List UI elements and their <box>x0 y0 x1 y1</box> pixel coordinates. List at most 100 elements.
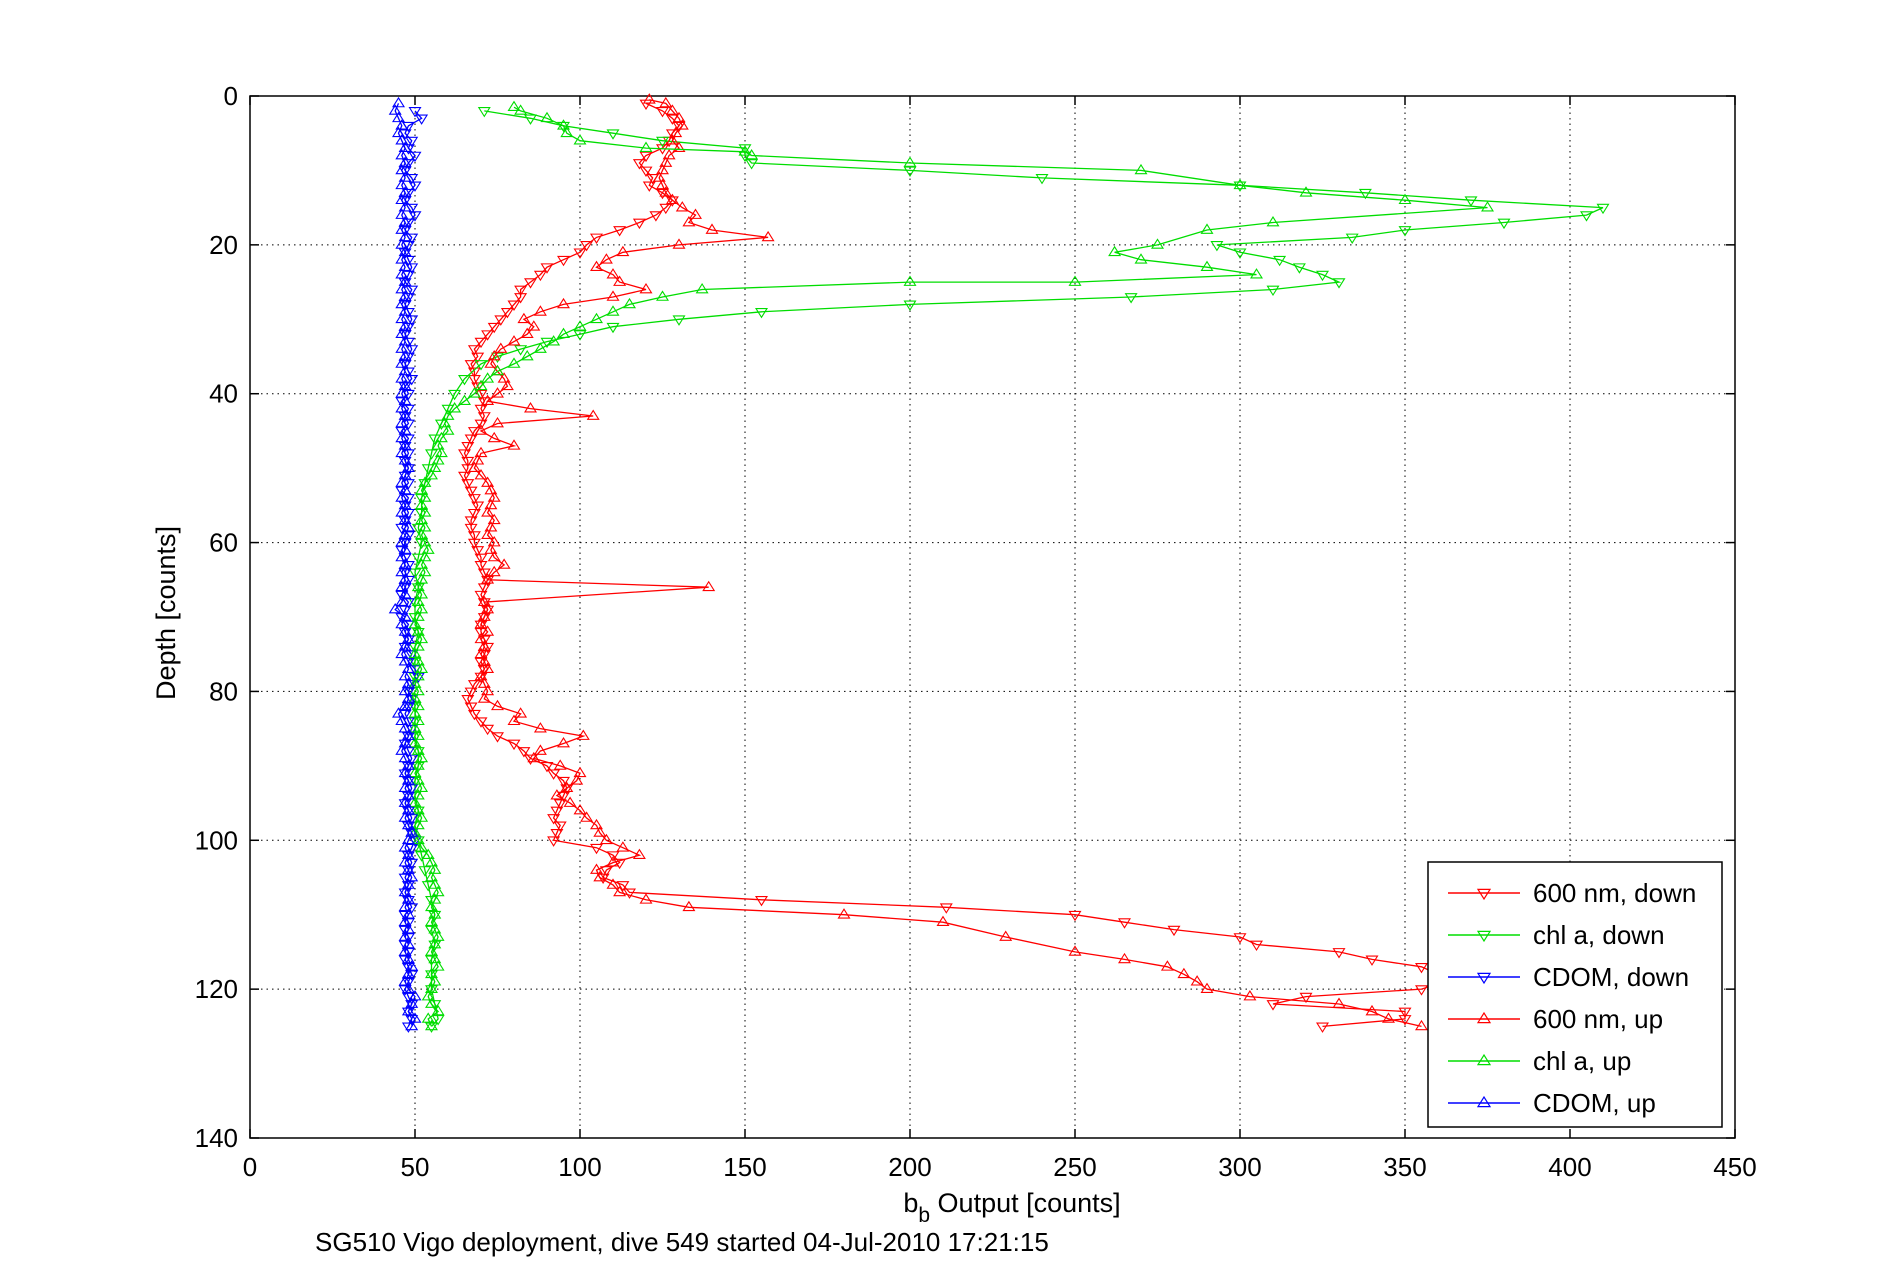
data-point <box>563 796 577 807</box>
data-point <box>474 617 488 629</box>
data-point <box>405 650 419 661</box>
data-point <box>672 111 686 123</box>
data-point <box>665 134 679 145</box>
data-point <box>467 508 481 520</box>
data-point <box>415 513 429 525</box>
data-point <box>415 573 429 584</box>
data-point <box>405 1000 419 1011</box>
data-point <box>590 843 603 855</box>
data-point <box>398 885 412 897</box>
data-point <box>401 881 415 892</box>
data-point <box>401 561 415 572</box>
data-point <box>1292 263 1306 274</box>
legend-item: 600 nm, up <box>1448 1004 1663 1034</box>
data-point <box>659 186 673 197</box>
data-point <box>494 315 508 326</box>
data-point <box>398 454 412 465</box>
data-point <box>560 781 574 793</box>
data-point <box>481 605 495 617</box>
data-point <box>484 521 498 532</box>
data-point <box>458 394 471 406</box>
data-point <box>616 245 630 257</box>
data-point <box>418 565 432 577</box>
data-point <box>761 230 775 242</box>
data-point <box>395 431 409 443</box>
data-point <box>557 297 570 309</box>
data-point <box>411 625 425 636</box>
data-point <box>428 863 442 874</box>
data-point <box>392 126 405 138</box>
data-point <box>398 201 412 212</box>
data-point <box>398 335 412 346</box>
data-point <box>1118 952 1131 964</box>
data-point <box>1250 268 1263 279</box>
data-point <box>1134 163 1148 175</box>
data-point <box>398 141 412 152</box>
data-point <box>639 151 653 163</box>
data-point <box>398 394 412 406</box>
data-point <box>401 692 415 703</box>
data-point <box>590 260 603 272</box>
data-point <box>395 134 409 145</box>
data-point <box>395 536 409 547</box>
data-point <box>599 253 613 264</box>
data-point <box>401 367 415 378</box>
legend-item: chl a, up <box>1448 1046 1631 1076</box>
data-point <box>405 960 419 971</box>
data-point <box>596 873 610 885</box>
data-point <box>477 613 491 624</box>
data-point <box>520 349 534 361</box>
data-point <box>540 263 554 274</box>
data-point <box>398 796 412 807</box>
data-point <box>395 327 409 339</box>
x-tick-label: 50 <box>401 1152 430 1182</box>
data-point <box>415 538 429 550</box>
data-point <box>474 561 488 572</box>
data-point <box>1299 992 1313 1004</box>
data-point <box>395 595 409 606</box>
data-point <box>557 736 570 748</box>
data-point <box>395 387 409 398</box>
data-point <box>448 402 462 413</box>
data-point <box>392 707 405 718</box>
data-point <box>474 419 488 431</box>
data-point <box>418 491 432 502</box>
data-point <box>1160 960 1174 971</box>
data-point <box>1464 196 1478 207</box>
data-point <box>547 814 561 825</box>
data-point <box>1316 270 1329 282</box>
data-point <box>623 888 636 899</box>
data-point <box>755 895 768 907</box>
data-point <box>606 322 620 334</box>
data-point <box>411 672 425 684</box>
data-point <box>659 203 673 215</box>
data-point <box>398 751 412 763</box>
data-point <box>398 441 412 453</box>
data-point <box>613 885 627 897</box>
data-point <box>507 739 521 751</box>
data-point <box>401 521 415 532</box>
data-point <box>665 104 679 115</box>
data-point <box>398 722 412 733</box>
data-point <box>395 208 409 219</box>
data-point <box>401 662 415 673</box>
data-point <box>642 93 656 104</box>
data-point <box>547 335 561 346</box>
data-point <box>517 747 531 758</box>
data-point <box>401 759 415 770</box>
data-point <box>405 680 419 691</box>
data-point <box>1398 193 1412 205</box>
data-point <box>491 699 504 711</box>
data-point <box>1190 975 1204 986</box>
data-point <box>1233 178 1247 190</box>
data-point <box>467 680 481 691</box>
data-point <box>487 513 501 525</box>
data-point <box>401 789 415 800</box>
chart-caption: SG510 Vigo deployment, dive 549 started … <box>315 1227 1049 1257</box>
data-point <box>408 736 422 748</box>
data-point <box>517 312 531 324</box>
data-point <box>398 699 412 711</box>
data-point <box>642 181 656 192</box>
data-point <box>425 870 438 882</box>
data-point <box>395 238 409 249</box>
